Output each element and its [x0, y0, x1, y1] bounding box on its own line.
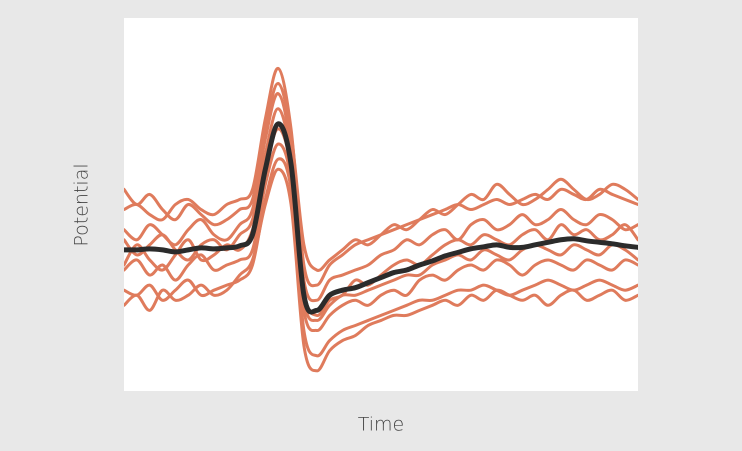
plot-area [124, 18, 638, 391]
trace-line [124, 167, 638, 373]
trace-line [124, 157, 638, 358]
mean-line [124, 121, 638, 315]
trace-line [124, 127, 638, 322]
x-axis-label: Time [358, 414, 405, 436]
trace-line [124, 142, 638, 333]
trace-line [124, 92, 638, 303]
traces [124, 66, 638, 373]
trace-line [124, 82, 638, 272]
y-axis-label: Potential [71, 163, 93, 246]
